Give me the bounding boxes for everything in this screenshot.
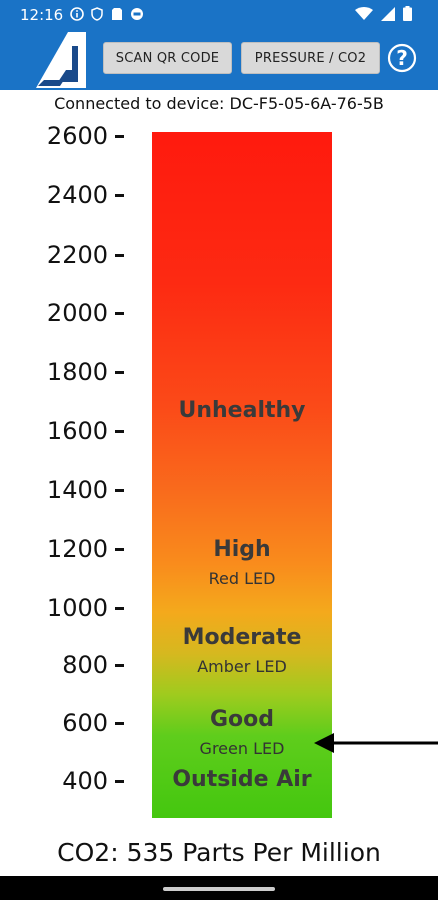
tick-mark — [115, 430, 124, 433]
zone-good-label: Good — [209, 707, 275, 732]
connection-status: Connected to device: DC-F5-05-6A-76-5B — [54, 94, 384, 113]
tick-1400: 1400 — [0, 475, 130, 505]
tick-mark — [115, 548, 124, 551]
tick-1600: 1600 — [0, 416, 130, 446]
tick-label: 600 — [62, 709, 108, 737]
info-icon — [70, 7, 84, 21]
tick-mark — [115, 371, 124, 374]
tick-label: 1600 — [46, 417, 108, 445]
tick-mark — [115, 664, 124, 667]
tick-label: 2200 — [46, 241, 108, 269]
signal-icon — [381, 6, 395, 21]
tick-mark — [115, 254, 124, 257]
sim-card-icon — [112, 8, 122, 20]
tick-1800: 1800 — [0, 357, 130, 387]
co2-reading: CO2: 535 Parts Per Million — [57, 838, 381, 867]
zone-unhealthy-label: Unhealthy — [178, 398, 306, 423]
status-bar: 12:16 — [0, 0, 438, 30]
tick-mark — [115, 489, 124, 492]
zone-high-led-label: Red LED — [208, 569, 276, 588]
tick-label: 1000 — [46, 594, 108, 622]
status-time: 12:16 — [20, 6, 64, 24]
zone-good-led-label: Green LED — [199, 739, 285, 758]
zone-high-label: High — [213, 537, 271, 562]
zone-outside-air-label: Outside Air — [172, 767, 312, 792]
tick-label: 2400 — [46, 181, 108, 209]
zone-moderate-label: Moderate — [182, 625, 302, 650]
scan-qr-code-button[interactable]: SCAN QR CODE — [103, 42, 232, 74]
tick-label: 2600 — [46, 122, 108, 150]
app-logo-icon — [36, 32, 86, 88]
tick-1200: 1200 — [0, 534, 130, 564]
tick-2200: 2200 — [0, 240, 130, 270]
tick-label: 2000 — [46, 299, 108, 327]
tick-mark — [115, 780, 124, 783]
tick-label: 1400 — [46, 476, 108, 504]
reading-indicator-arrow-icon — [314, 733, 438, 753]
battery-icon — [403, 6, 412, 21]
status-icons-right — [355, 6, 412, 21]
tick-2000: 2000 — [0, 298, 130, 328]
tick-mark — [115, 722, 124, 725]
help-icon[interactable]: ? — [387, 43, 417, 73]
tick-mark — [115, 607, 124, 610]
zone-moderate-led-label: Amber LED — [197, 657, 287, 676]
tick-label: 1200 — [46, 535, 108, 563]
tick-label: 1800 — [46, 358, 108, 386]
ppm-scale: 2600 2400 2200 2000 1800 1600 1400 1200 … — [0, 0, 140, 900]
co2-level-bar — [152, 132, 332, 818]
tick-label: 800 — [62, 651, 108, 679]
tick-400: 400 — [0, 766, 130, 796]
tick-mark — [115, 312, 124, 315]
shield-icon — [91, 7, 103, 21]
tick-2600: 2600 — [0, 121, 130, 151]
help-glyph: ? — [396, 46, 408, 70]
tick-800: 800 — [0, 650, 130, 680]
tick-mark — [115, 135, 124, 138]
status-icons-left — [70, 7, 144, 21]
wifi-icon — [355, 6, 373, 20]
tick-mark — [115, 194, 124, 197]
tick-1000: 1000 — [0, 593, 130, 623]
privacy-icon — [131, 8, 143, 20]
tick-label: 400 — [62, 767, 108, 795]
pressure-co2-button[interactable]: PRESSURE / CO2 — [241, 42, 380, 74]
home-gesture-handle[interactable] — [163, 887, 275, 891]
tick-2400: 2400 — [0, 180, 130, 210]
tick-600: 600 — [0, 708, 130, 738]
